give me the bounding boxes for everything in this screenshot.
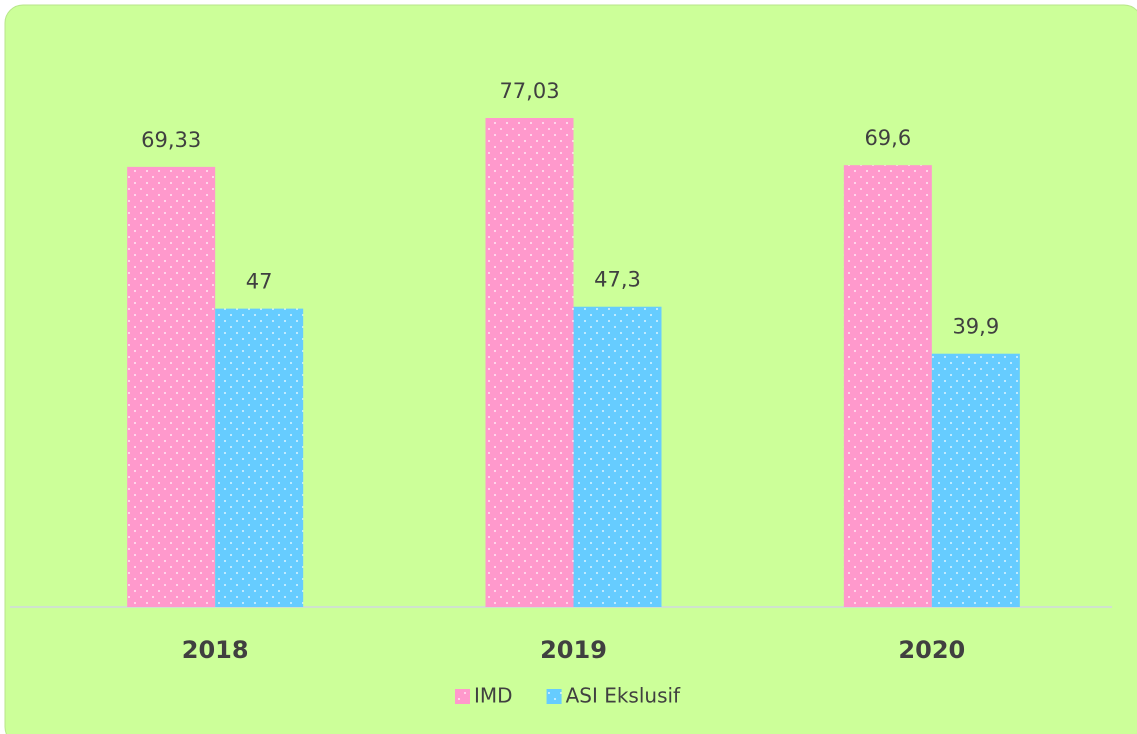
data-label: 69,6 <box>864 126 911 150</box>
data-label: 47 <box>246 270 273 294</box>
bar <box>843 165 932 608</box>
bar <box>931 353 1020 607</box>
data-label: 77,03 <box>499 79 559 103</box>
data-label: 69,33 <box>141 128 201 152</box>
x-tick-label: 2020 <box>898 636 965 664</box>
legend-swatch <box>455 689 470 704</box>
bar <box>127 166 216 607</box>
legend-label: IMD <box>474 684 513 708</box>
data-label: 47,3 <box>594 268 641 292</box>
legend-swatch <box>546 689 562 704</box>
bar <box>485 118 574 607</box>
legend-label: ASI Ekslusif <box>566 684 681 708</box>
x-tick-label: 2019 <box>540 636 607 664</box>
bar <box>215 308 304 607</box>
bar <box>573 306 662 607</box>
x-tick-label: 2018 <box>182 636 249 664</box>
data-label: 39,9 <box>952 315 999 339</box>
